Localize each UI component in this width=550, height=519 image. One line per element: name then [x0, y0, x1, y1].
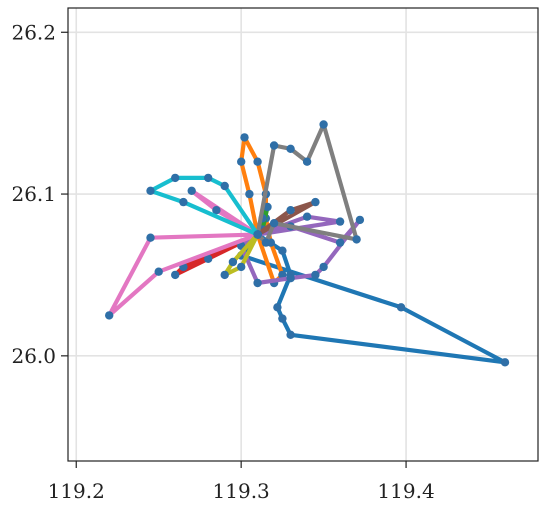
y-tick-label-1: 26.1 [11, 182, 56, 206]
route-0-point-7 [396, 303, 406, 312]
route-0-point-6 [500, 358, 510, 367]
route-7-point-2 [286, 144, 295, 153]
route-9-point-2 [204, 173, 213, 183]
route-4-point-2 [335, 238, 345, 247]
route-7-point-6 [269, 219, 279, 228]
route-6-point-6 [154, 267, 163, 276]
route-7-point-7 [261, 238, 271, 247]
route-9-point-6 [253, 230, 262, 239]
route-6-point-1 [187, 186, 196, 195]
y-tick-label-2: 26.2 [11, 20, 56, 44]
route-0 [237, 230, 510, 367]
route-4-point-10 [302, 212, 312, 221]
x-tick-label-2: 119.4 [377, 479, 434, 503]
route-6-point-2 [212, 206, 221, 215]
route-9-point-5 [179, 197, 188, 207]
route-9-point-3 [171, 173, 180, 183]
route-5-point-1 [286, 206, 295, 215]
route-2-point-2 [263, 202, 272, 212]
route-1-point-2 [237, 157, 246, 166]
route-1-point-4 [253, 157, 262, 166]
route-4-point-3 [355, 215, 365, 225]
route-7-point-5 [352, 235, 361, 244]
y-tick-label-0: 26.0 [11, 344, 56, 368]
route-8-point-1 [228, 257, 238, 267]
axes [67, 7, 539, 462]
ticks: 119.2 119.3 119.4 26.0 26.1 26.2 [11, 20, 434, 503]
route-7-point-1 [269, 141, 279, 150]
route-9-point-4 [146, 186, 155, 195]
plot-frame [67, 7, 539, 462]
route-8-point-2 [220, 270, 229, 280]
route-1-point-1 [245, 189, 254, 199]
route-3-point-2 [171, 270, 180, 280]
route-0-point-3 [273, 303, 282, 312]
route-7-point-4 [319, 120, 328, 129]
route-4-point-11 [335, 217, 345, 226]
x-tick-label-0: 119.2 [48, 479, 105, 503]
route-4-point-7 [253, 278, 262, 288]
route-1-point-3 [240, 133, 249, 142]
route-9-point-1 [220, 181, 229, 191]
grid [68, 8, 538, 461]
route-9 [146, 173, 262, 239]
x-tick-label-1: 119.3 [213, 479, 270, 503]
route-4-point-4 [319, 262, 328, 272]
route-0-point-5 [286, 330, 295, 339]
route-4-point-5 [311, 270, 320, 280]
route-8-point-3 [237, 262, 246, 272]
route-7-point-3 [302, 157, 312, 166]
route-6-point-5 [105, 311, 114, 320]
routes [105, 120, 510, 367]
route-0-point-4 [278, 314, 287, 323]
route-line-0 [239, 232, 508, 365]
route-3-point-1 [204, 254, 213, 263]
route-5-point-2 [311, 197, 320, 207]
route-0-point-1 [278, 246, 287, 255]
route-4-point-6 [286, 274, 295, 283]
route-6-point-4 [146, 233, 155, 242]
route-line-6 [107, 188, 260, 318]
